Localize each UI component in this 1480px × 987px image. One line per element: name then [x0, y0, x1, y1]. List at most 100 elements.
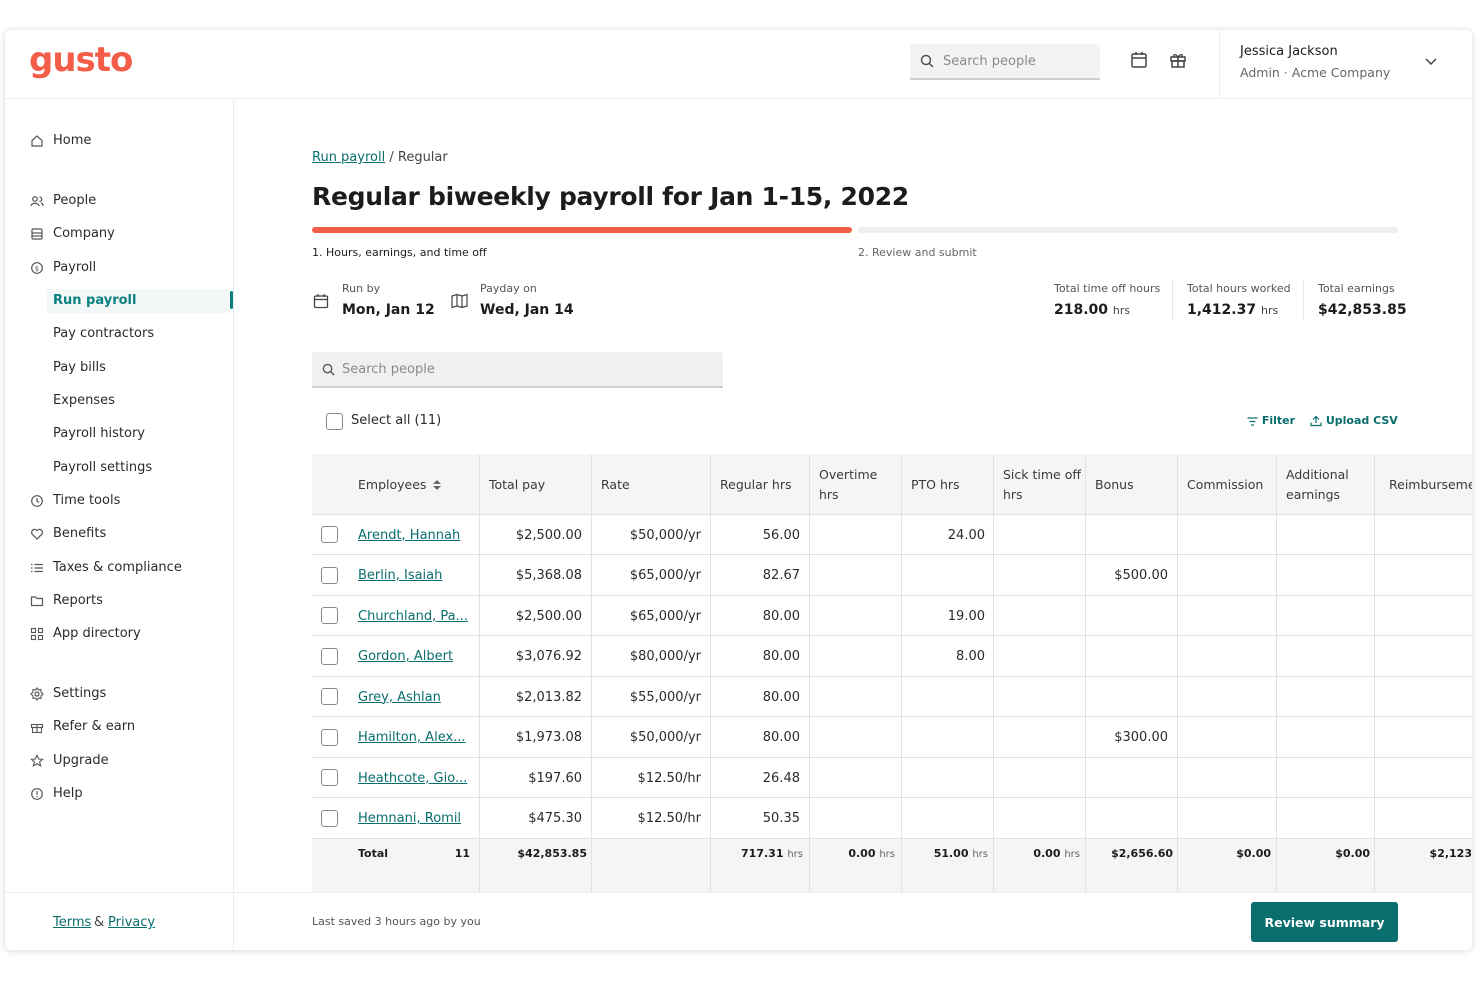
commission-input[interactable] — [1179, 596, 1268, 636]
row-checkbox[interactable] — [321, 526, 338, 543]
breadcrumb-run-payroll-link[interactable]: Run payroll — [312, 150, 386, 165]
additional-earnings-input[interactable] — [1278, 556, 1366, 596]
header-search-input[interactable]: Search people — [910, 44, 1100, 80]
sort-icon[interactable] — [432, 479, 442, 491]
regular-hrs-input[interactable]: 80.00 — [762, 730, 800, 745]
additional-earnings-input[interactable] — [1278, 637, 1366, 677]
sidebar-item-company[interactable]: Company — [5, 222, 234, 246]
sidebar-item-refer-earn[interactable]: Refer & earn — [5, 715, 234, 739]
overtime-hrs-input[interactable] — [811, 718, 899, 758]
commission-input[interactable] — [1179, 515, 1268, 555]
pto-hrs-input[interactable] — [903, 758, 985, 798]
pto-hrs-input[interactable] — [903, 677, 985, 717]
bonus-input[interactable] — [1087, 758, 1168, 798]
commission-input[interactable] — [1179, 637, 1268, 677]
calendar-icon[interactable] — [1129, 50, 1149, 70]
sidebar-item-app-directory[interactable]: App directory — [5, 622, 234, 646]
reimbursement-input[interactable] — [1376, 718, 1466, 758]
additional-earnings-input[interactable] — [1278, 596, 1366, 636]
additional-earnings-input[interactable] — [1278, 799, 1366, 839]
sick-hrs-input[interactable] — [995, 799, 1077, 839]
sick-hrs-input[interactable] — [995, 515, 1077, 555]
column-header-employees[interactable]: Employees — [358, 454, 478, 515]
sick-hrs-input[interactable] — [995, 637, 1077, 677]
sidebar-item-people[interactable]: People — [5, 189, 234, 213]
reimbursement-input[interactable] — [1376, 799, 1466, 839]
pto-hrs-input[interactable] — [903, 556, 985, 596]
reimbursement-input[interactable] — [1376, 637, 1466, 677]
regular-hrs-input[interactable]: 80.00 — [762, 608, 800, 624]
gift-icon[interactable] — [1168, 50, 1188, 70]
regular-hrs-input[interactable]: 26.48 — [762, 770, 800, 786]
overtime-hrs-input[interactable] — [811, 596, 899, 636]
review-summary-button[interactable]: Review summary — [1251, 902, 1398, 942]
row-checkbox[interactable] — [321, 769, 338, 786]
reimbursement-input[interactable] — [1376, 596, 1466, 636]
sidebar-item-taxes[interactable]: Taxes & compliance — [5, 556, 234, 580]
regular-hrs-input[interactable]: 50.35 — [762, 811, 800, 826]
overtime-hrs-input[interactable] — [811, 799, 899, 839]
overtime-hrs-input[interactable] — [811, 637, 899, 677]
bonus-input[interactable] — [1087, 596, 1168, 636]
regular-hrs-input[interactable]: 80.00 — [762, 649, 800, 664]
additional-earnings-input[interactable] — [1278, 515, 1366, 555]
bonus-input[interactable] — [1087, 515, 1168, 555]
reimbursement-input[interactable] — [1376, 556, 1466, 596]
pto-hrs-input[interactable] — [903, 799, 985, 839]
sidebar-item-settings[interactable]: Settings — [5, 682, 234, 706]
employee-name-link[interactable]: Hemnani, Romil — [358, 811, 462, 826]
reimbursement-input[interactable] — [1376, 677, 1466, 717]
commission-input[interactable] — [1179, 758, 1268, 798]
bonus-input[interactable] — [1087, 677, 1168, 717]
sidebar-item-upgrade[interactable]: Upgrade — [5, 749, 234, 773]
pto-hrs-input[interactable]: 24.00 — [947, 527, 985, 543]
bonus-input[interactable]: $300.00 — [1114, 730, 1168, 745]
pto-hrs-input[interactable] — [903, 718, 985, 758]
employee-name-link[interactable]: Berlin, Isaiah — [358, 568, 443, 583]
regular-hrs-input[interactable]: 80.00 — [762, 689, 800, 705]
regular-hrs-input[interactable]: 82.67 — [762, 568, 800, 583]
sidebar-item-benefits[interactable]: Benefits — [5, 522, 234, 546]
sick-hrs-input[interactable] — [995, 677, 1077, 717]
terms-link[interactable]: Terms — [53, 915, 92, 930]
sick-hrs-input[interactable] — [995, 718, 1077, 758]
overtime-hrs-input[interactable] — [811, 556, 899, 596]
pto-hrs-input[interactable]: 19.00 — [947, 608, 985, 624]
sidebar-item-payroll-settings[interactable]: Payroll settings — [5, 456, 234, 480]
employee-name-link[interactable]: Gordon, Albert — [358, 649, 454, 664]
chevron-down-icon[interactable] — [1424, 54, 1438, 68]
bonus-input[interactable] — [1087, 637, 1168, 677]
row-checkbox[interactable] — [321, 566, 338, 584]
row-checkbox[interactable] — [321, 809, 338, 827]
privacy-link[interactable]: Privacy — [108, 915, 156, 930]
employee-name-link[interactable]: Heathcote, Gio... — [358, 770, 468, 786]
row-checkbox[interactable] — [321, 688, 338, 705]
regular-hrs-input[interactable]: 56.00 — [762, 527, 800, 543]
employee-name-link[interactable]: Arendt, Hannah — [358, 527, 461, 543]
sick-hrs-input[interactable] — [995, 758, 1077, 798]
additional-earnings-input[interactable] — [1278, 758, 1366, 798]
employee-name-link[interactable]: Churchland, Pa... — [358, 608, 468, 624]
additional-earnings-input[interactable] — [1278, 677, 1366, 717]
row-checkbox[interactable] — [321, 728, 338, 746]
bonus-input[interactable] — [1087, 799, 1168, 839]
overtime-hrs-input[interactable] — [811, 515, 899, 555]
sick-hrs-input[interactable] — [995, 556, 1077, 596]
overtime-hrs-input[interactable] — [811, 677, 899, 717]
sidebar-item-pay-bills[interactable]: Pay bills — [5, 356, 234, 380]
sidebar-item-payroll-history[interactable]: Payroll history — [5, 422, 234, 446]
sidebar-item-help[interactable]: Help — [5, 782, 234, 806]
sidebar-item-pay-contractors[interactable]: Pay contractors — [5, 322, 234, 346]
commission-input[interactable] — [1179, 677, 1268, 717]
bonus-input[interactable]: $500.00 — [1114, 568, 1168, 583]
overtime-hrs-input[interactable] — [811, 758, 899, 798]
select-all-checkbox[interactable] — [326, 413, 343, 430]
sidebar-item-time-tools[interactable]: Time tools — [5, 489, 234, 513]
employee-name-link[interactable]: Grey, Ashlan — [358, 689, 441, 705]
sidebar-item-run-payroll[interactable]: Run payroll — [5, 289, 234, 313]
gusto-logo[interactable]: gusto — [29, 40, 133, 80]
commission-input[interactable] — [1179, 556, 1268, 596]
employee-search-input[interactable]: Search people — [312, 352, 723, 388]
sidebar-item-reports[interactable]: Reports — [5, 589, 234, 613]
sidebar-item-home[interactable]: Home — [5, 129, 234, 153]
